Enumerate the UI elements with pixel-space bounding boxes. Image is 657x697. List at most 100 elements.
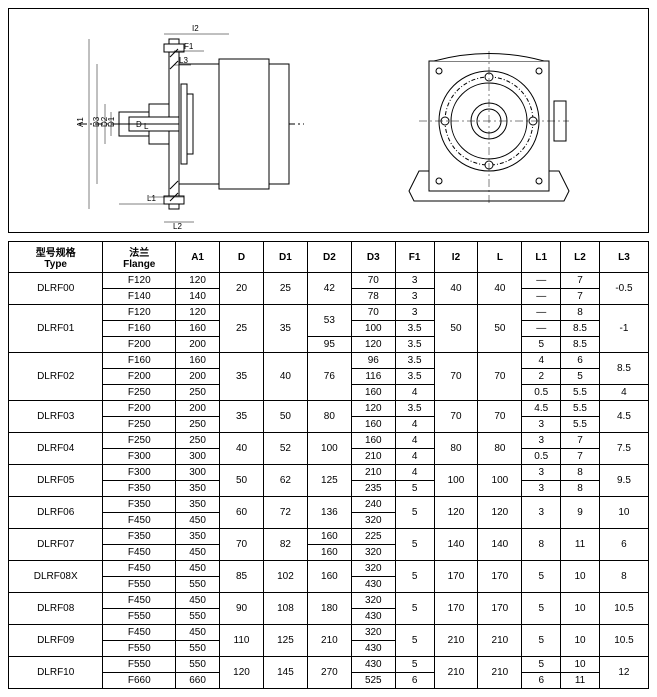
col-header: L3: [599, 242, 648, 273]
data-cell: 70: [220, 529, 264, 561]
col-header: I2: [434, 242, 478, 273]
data-cell: 4: [395, 417, 434, 433]
data-cell: 5.5: [561, 401, 600, 417]
data-cell: 90: [220, 593, 264, 625]
data-cell: 160: [307, 529, 351, 545]
data-cell: 3: [395, 273, 434, 289]
data-cell: 78: [351, 289, 395, 305]
data-cell: 5: [395, 497, 434, 529]
data-cell: 4: [395, 433, 434, 449]
data-cell: 210: [434, 657, 478, 689]
data-cell: 80: [478, 433, 522, 465]
data-cell: 120: [220, 657, 264, 689]
data-cell: 3.5: [395, 337, 434, 353]
data-cell: 430: [351, 577, 395, 593]
data-cell: 4: [599, 385, 648, 401]
svg-text:L: L: [144, 122, 149, 131]
col-header: 型号规格Type: [9, 242, 103, 273]
svg-text:L1: L1: [147, 194, 156, 203]
table-row: DLRF01F1201202535537035050—8-1: [9, 305, 649, 321]
type-cell: DLRF08: [9, 593, 103, 625]
data-cell: F140: [103, 289, 176, 305]
data-cell: F450: [103, 513, 176, 529]
data-cell: 450: [176, 593, 220, 609]
data-cell: 40: [263, 353, 307, 401]
table-row: DLRF04F250250405210016048080377.5: [9, 433, 649, 449]
type-cell: DLRF05: [9, 465, 103, 497]
data-cell: 10: [561, 561, 600, 593]
data-cell: 72: [263, 497, 307, 529]
data-cell: 4.5: [522, 401, 561, 417]
data-cell: F350: [103, 481, 176, 497]
data-cell: 120: [351, 337, 395, 353]
col-header: 法兰Flange: [103, 242, 176, 273]
data-cell: 350: [176, 529, 220, 545]
data-cell: 7.5: [599, 433, 648, 465]
data-cell: 102: [263, 561, 307, 593]
type-cell: DLRF08X: [9, 561, 103, 593]
type-cell: DLRF02: [9, 353, 103, 401]
data-cell: 4.5: [599, 401, 648, 433]
data-cell: 210: [478, 657, 522, 689]
data-cell: 145: [263, 657, 307, 689]
svg-text:F1: F1: [184, 42, 194, 51]
data-cell: 8.5: [561, 337, 600, 353]
data-cell: 35: [263, 305, 307, 353]
data-cell: F450: [103, 593, 176, 609]
data-cell: —: [522, 321, 561, 337]
data-cell: 50: [478, 305, 522, 353]
data-cell: 160: [351, 417, 395, 433]
data-cell: 5.5: [561, 417, 600, 433]
data-cell: F350: [103, 497, 176, 513]
data-cell: 8: [561, 305, 600, 321]
data-cell: 210: [434, 625, 478, 657]
table-header: 型号规格Type法兰FlangeA1DD1D2D3F1I2LL1L2L3: [9, 242, 649, 273]
data-cell: 136: [307, 497, 351, 529]
data-cell: 35: [220, 401, 264, 433]
data-cell: F450: [103, 545, 176, 561]
data-cell: —: [522, 289, 561, 305]
data-cell: 5: [522, 337, 561, 353]
data-cell: 3.5: [395, 321, 434, 337]
data-cell: F250: [103, 433, 176, 449]
data-cell: 100: [351, 321, 395, 337]
data-cell: 8: [561, 465, 600, 481]
data-cell: F160: [103, 353, 176, 369]
data-cell: 50: [263, 401, 307, 433]
data-cell: 250: [176, 385, 220, 401]
data-cell: 25: [263, 273, 307, 305]
col-header: D2: [307, 242, 351, 273]
data-cell: 10.5: [599, 625, 648, 657]
data-cell: 5: [395, 529, 434, 561]
data-cell: —: [522, 273, 561, 289]
data-cell: 96: [351, 353, 395, 369]
data-cell: F660: [103, 673, 176, 689]
data-cell: 62: [263, 465, 307, 497]
svg-text:L3: L3: [179, 56, 188, 65]
diagram-front-view: [329, 9, 648, 232]
data-cell: 3.5: [395, 353, 434, 369]
type-cell: DLRF07: [9, 529, 103, 561]
data-cell: 52: [263, 433, 307, 465]
data-cell: 11: [561, 529, 600, 561]
data-cell: 0.5: [522, 449, 561, 465]
col-header: D3: [351, 242, 395, 273]
data-cell: 140: [434, 529, 478, 561]
col-header: A1: [176, 242, 220, 273]
data-cell: 450: [176, 545, 220, 561]
data-cell: 7: [561, 273, 600, 289]
type-cell: DLRF00: [9, 273, 103, 305]
data-cell: 25: [220, 305, 264, 353]
data-cell: 108: [263, 593, 307, 625]
data-cell: 3: [395, 305, 434, 321]
data-cell: 50: [434, 305, 478, 353]
data-cell: F450: [103, 561, 176, 577]
type-cell: DLRF10: [9, 657, 103, 689]
col-header: D: [220, 242, 264, 273]
data-cell: 50: [220, 465, 264, 497]
data-cell: 70: [434, 401, 478, 433]
data-cell: 10: [561, 657, 600, 673]
data-cell: 120: [351, 401, 395, 417]
data-cell: 3: [522, 497, 561, 529]
data-cell: 320: [351, 625, 395, 641]
